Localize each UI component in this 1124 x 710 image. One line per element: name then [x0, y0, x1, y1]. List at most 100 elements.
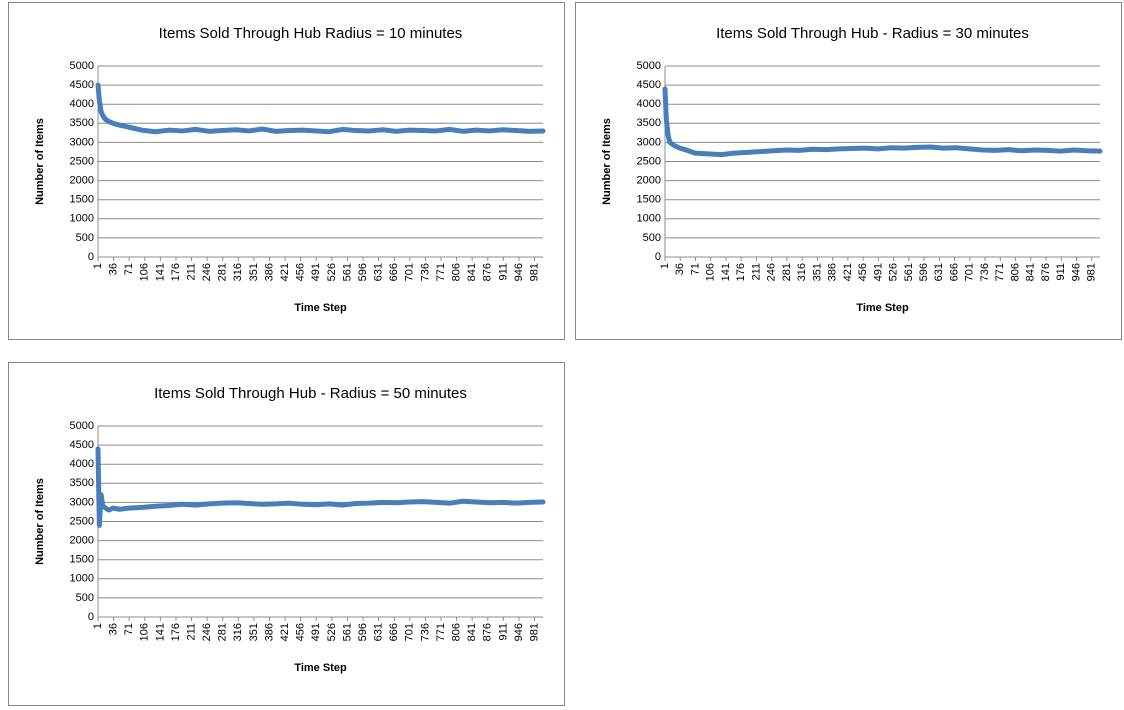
- x-tick-label: 666: [388, 623, 400, 641]
- y-tick-label: 1500: [637, 194, 661, 206]
- x-tick-label: 981: [1086, 263, 1098, 281]
- chart: Items Sold Through Hub - Radius = 50 min…: [8, 362, 565, 706]
- x-tick-label: 876: [482, 623, 494, 641]
- y-tick-label: 4500: [637, 79, 661, 91]
- y-tick-label: 4000: [70, 458, 94, 470]
- x-tick-label: 1: [92, 263, 104, 269]
- x-tick-label: 736: [419, 623, 431, 641]
- y-tick-label: 4500: [70, 439, 94, 451]
- x-tick-label: 316: [232, 263, 244, 281]
- x-tick-label: 211: [185, 263, 197, 281]
- x-tick-label: 771: [994, 263, 1006, 281]
- x-tick-label: 946: [1070, 263, 1082, 281]
- y-tick-label: 500: [643, 232, 661, 244]
- y-tick-label: 5000: [637, 60, 661, 72]
- chart: Items Sold Through Hub - Radius = 30 min…: [575, 2, 1122, 340]
- x-tick-label: 946: [513, 623, 525, 641]
- y-tick-label: 0: [88, 251, 94, 263]
- y-tick-label: 3000: [70, 136, 94, 148]
- y-tick-label: 0: [655, 251, 661, 263]
- x-tick-label: 701: [964, 263, 976, 281]
- y-tick-label: 0: [88, 611, 94, 623]
- x-tick-label: 561: [903, 263, 915, 281]
- y-axis-title: Number of Items: [601, 118, 613, 205]
- y-axis-title: Number of Items: [34, 478, 46, 565]
- y-tick-label: 1500: [70, 554, 94, 566]
- x-tick-label: 211: [750, 263, 762, 281]
- x-tick-label: 71: [689, 263, 701, 275]
- x-tick-label: 106: [705, 263, 717, 281]
- x-tick-label: 176: [170, 623, 182, 641]
- x-tick-label: 386: [827, 263, 839, 281]
- chart-border: [8, 2, 565, 340]
- x-tick-label: 596: [357, 263, 369, 281]
- x-tick-label: 36: [107, 623, 119, 635]
- chart-border: [575, 2, 1122, 340]
- x-tick-label: 911: [497, 623, 509, 641]
- x-tick-label: 806: [450, 623, 462, 641]
- y-tick-label: 3000: [70, 496, 94, 508]
- x-axis-title: Time Step: [856, 302, 909, 314]
- x-tick-label: 246: [201, 263, 213, 281]
- x-tick-label: 876: [1040, 263, 1052, 281]
- y-tick-label: 1500: [70, 194, 94, 206]
- x-axis-title: Time Step: [294, 302, 347, 314]
- x-tick-label: 316: [796, 263, 808, 281]
- y-tick-label: 3500: [70, 117, 94, 129]
- x-tick-label: 71: [123, 623, 135, 635]
- x-tick-label: 211: [185, 623, 197, 641]
- data-line: [662, 86, 1103, 158]
- x-tick-label: 736: [419, 263, 431, 281]
- y-tick-label: 5000: [70, 60, 94, 72]
- x-tick-label: 666: [388, 263, 400, 281]
- x-tick-label: 736: [979, 263, 991, 281]
- x-tick-label: 456: [295, 623, 307, 641]
- x-tick-label: 351: [248, 623, 260, 641]
- x-tick-label: 771: [435, 263, 447, 281]
- x-tick-label: 281: [781, 263, 793, 281]
- x-tick-label: 351: [811, 263, 823, 281]
- x-tick-label: 456: [295, 263, 307, 281]
- x-tick-label: 316: [232, 623, 244, 641]
- x-tick-label: 666: [948, 263, 960, 281]
- x-tick-label: 841: [1025, 263, 1037, 281]
- y-tick-label: 2500: [637, 155, 661, 167]
- x-tick-label: 36: [107, 263, 119, 275]
- y-tick-label: 500: [76, 592, 94, 604]
- x-tick-label: 421: [842, 263, 854, 281]
- y-tick-label: 1000: [70, 213, 94, 225]
- x-tick-label: 596: [357, 623, 369, 641]
- chart: Items Sold Through Hub Radius = 10 minut…: [8, 2, 565, 340]
- x-tick-label: 911: [1055, 263, 1067, 281]
- chart-title: Items Sold Through Hub Radius = 10 minut…: [159, 25, 463, 42]
- x-tick-label: 176: [170, 263, 182, 281]
- x-tick-label: 911: [497, 263, 509, 281]
- y-axis-title: Number of Items: [34, 118, 46, 205]
- y-tick-label: 500: [76, 232, 94, 244]
- x-tick-label: 981: [528, 623, 540, 641]
- y-tick-label: 3500: [70, 477, 94, 489]
- y-tick-label: 1000: [70, 573, 94, 585]
- x-tick-label: 456: [857, 263, 869, 281]
- x-tick-label: 526: [326, 623, 338, 641]
- x-tick-label: 281: [217, 263, 229, 281]
- x-tick-label: 491: [310, 263, 322, 281]
- x-tick-label: 631: [373, 623, 385, 641]
- x-tick-label: 351: [248, 263, 260, 281]
- x-tick-label: 386: [263, 263, 275, 281]
- x-tick-label: 281: [217, 623, 229, 641]
- y-tick-label: 2500: [70, 515, 94, 527]
- x-tick-label: 386: [263, 623, 275, 641]
- x-tick-label: 771: [435, 623, 447, 641]
- x-tick-label: 176: [735, 263, 747, 281]
- x-tick-label: 701: [404, 623, 416, 641]
- y-tick-label: 5000: [70, 420, 94, 432]
- x-tick-label: 631: [933, 263, 945, 281]
- chart-border: [8, 362, 565, 706]
- x-tick-label: 596: [918, 263, 930, 281]
- y-tick-label: 3500: [637, 117, 661, 129]
- x-tick-label: 421: [279, 623, 291, 641]
- x-tick-label: 141: [720, 263, 732, 281]
- chart-title: Items Sold Through Hub - Radius = 50 min…: [154, 385, 467, 402]
